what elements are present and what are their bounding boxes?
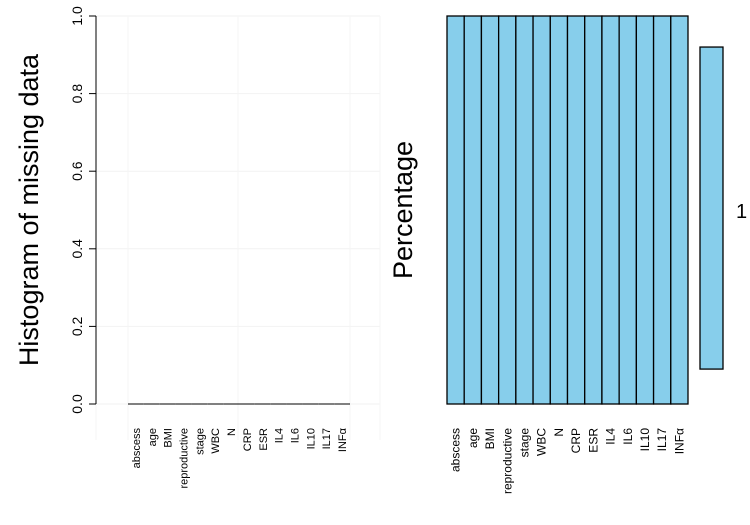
pattern-cell [532,15,551,405]
pattern-x-label: WBC [535,428,549,456]
histogram-x-label: IL10 [305,428,317,449]
histogram-x-label: IL4 [274,428,286,443]
pattern-cell [497,15,517,405]
histogram-x-label: IL6 [290,428,302,443]
y-tick-label: 0.6 [69,161,85,181]
pattern-x-label: INFα [672,428,686,454]
pattern-x-label: age [466,428,480,448]
pattern-x-label: reproductive [500,428,514,494]
histogram-x-label: abscess [131,428,143,469]
y-tick-label: 0.0 [69,394,85,414]
pattern-cell [584,15,603,405]
histogram-x-label: INFα [337,427,349,452]
histogram-x-label: BMI [163,428,175,448]
pattern-cell [566,15,586,405]
pattern-cell [446,15,465,405]
pattern-x-labels: abscess age BMI reproductive stage WBC N CRP ESR… [449,428,687,494]
pattern-x-label: N [552,428,566,437]
histogram-y-ticks: 0.0 0.2 0.4 0.6 0.8 1.0 [69,6,96,414]
pattern-cell [480,15,500,405]
pattern-x-label: ESR [586,428,600,453]
pattern-x-label: IL4 [604,428,618,445]
y-tick-label: 0.2 [69,316,85,336]
histogram-x-label: N [226,428,238,436]
histogram-x-label: age [147,428,159,446]
histogram-grid [95,15,381,440]
histogram-x-labels: abscess age BMI reproductive stage WBC N CRP ESR… [131,427,349,488]
pattern-x-label: IL17 [655,428,669,452]
histogram-x-label: ESR [258,428,270,451]
pattern-cell [652,15,672,405]
pattern-x-label: IL6 [621,428,635,445]
pattern-count-label: 1 [736,201,747,223]
pattern-cell [635,15,655,405]
histogram-x-label: CRP [242,428,254,451]
pattern-x-label: IL10 [638,428,652,452]
pattern-x-label: abscess [449,428,463,472]
histogram-x-label: IL17 [321,428,333,449]
histogram-x-label: reproductive [179,428,191,489]
pattern-proportion-bar [699,46,724,370]
pattern-cell [670,15,689,405]
pattern-cell [618,15,638,405]
pattern-cells [446,15,689,405]
y-tick-label: 0.4 [69,239,85,259]
histogram-y-axis-title: Histogram of missing data [14,53,44,366]
pattern-x-label: CRP [569,428,583,453]
y-tick-label: 1.0 [69,6,85,26]
pattern-cell [601,15,620,405]
histogram-x-label: WBC [210,428,222,454]
pattern-cell [463,15,483,405]
y-tick-label: 0.8 [69,84,85,104]
pattern-y-axis-title: Percentage [388,141,418,279]
histogram-x-label: stage [194,428,206,455]
pattern-cell [515,15,534,405]
pattern-cell [549,15,569,405]
histogram-panel: 0.0 0.2 0.4 0.6 0.8 1.0 abscess age BMI reproduc… [14,6,381,489]
pattern-x-label: stage [517,428,531,458]
pattern-count-labels: 1 [736,201,747,223]
pattern-proportion-bars [699,46,724,370]
pattern-panel: Percentage abscess age BMI reproductive stag… [388,15,747,494]
pattern-x-label: BMI [483,428,497,449]
